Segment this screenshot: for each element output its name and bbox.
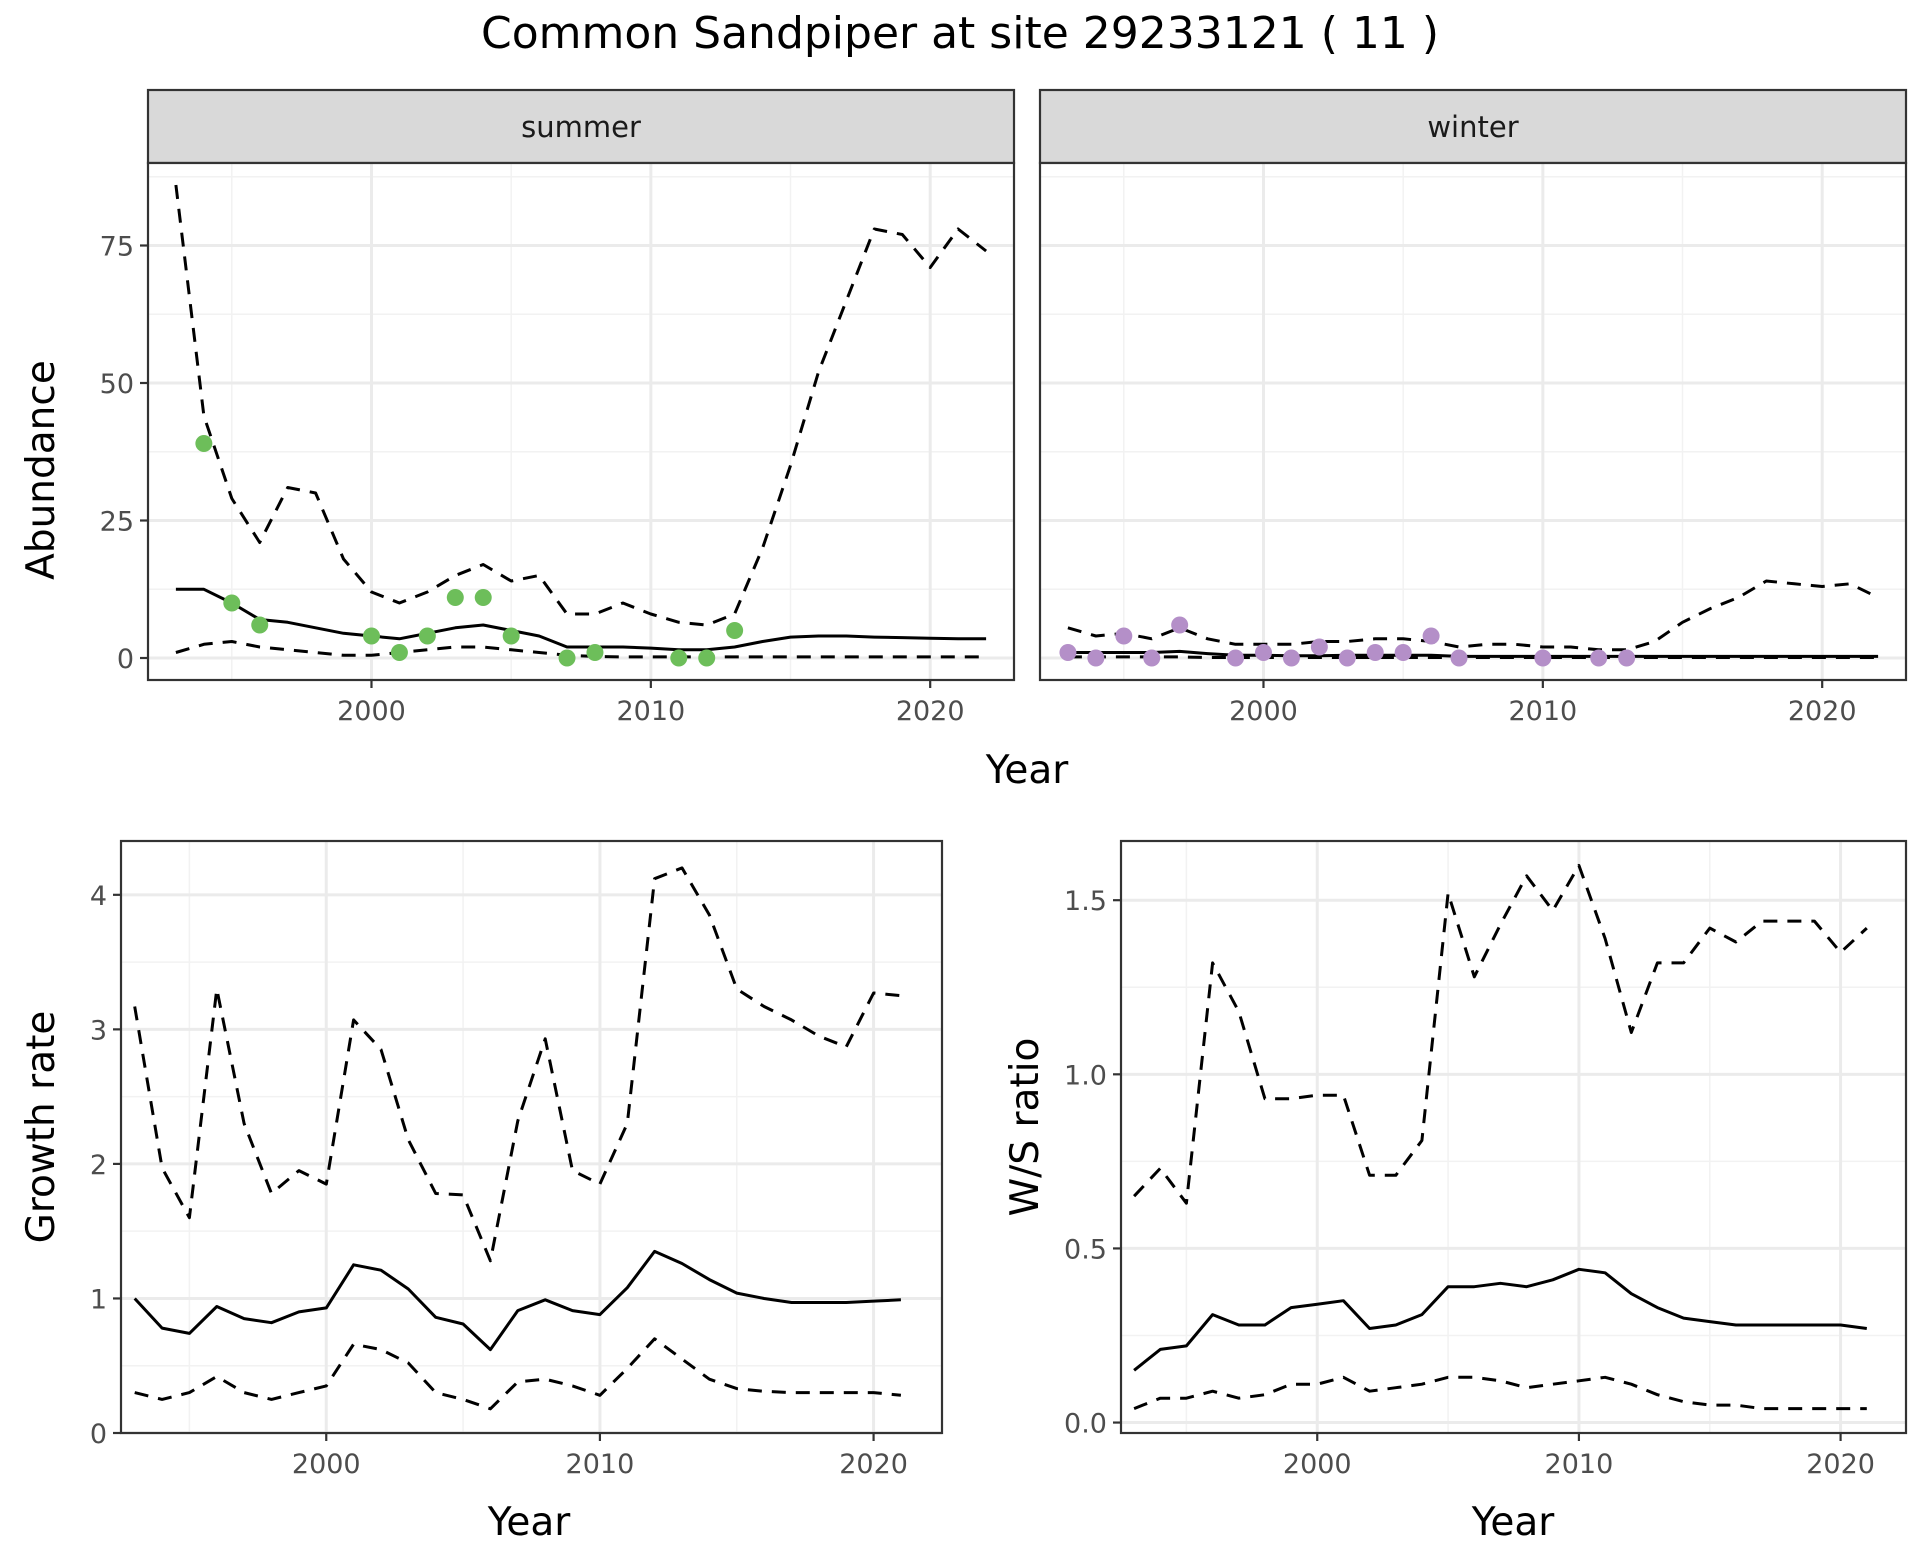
ratio-x-axis-title: Year: [1471, 1500, 1556, 1545]
ratio-panel-border: [1119, 839, 1908, 1435]
ratio-y-tick-label: 1.0: [1064, 1060, 1107, 1091]
growth-interval-line-1: [133, 866, 902, 1263]
growth-y-tick-label: 4: [90, 881, 107, 912]
summer-observation-point: [418, 627, 436, 645]
summer-x-tick-label: 2020: [896, 696, 965, 727]
summer-median-line: [175, 587, 987, 652]
growth-median-line: [133, 1249, 901, 1352]
abundance-x-axis-title: Year: [985, 748, 1070, 793]
summer-observation-point: [698, 649, 716, 667]
winter-observation-point: [1366, 644, 1384, 661]
ratio-median-line: [1133, 1267, 1867, 1372]
winter-observation-point: [1450, 649, 1468, 667]
summer-strip: [146, 88, 1016, 165]
winter-strip-label: winter: [1427, 110, 1518, 144]
summer-observation-point: [474, 589, 492, 606]
ratio-interval-line-2: [1133, 1375, 1867, 1411]
winter-observation-point: [1115, 627, 1133, 645]
summer-observation-point: [726, 622, 744, 639]
winter-panel-border: [1038, 161, 1908, 682]
summer-x-tick-label: 2010: [616, 696, 685, 727]
winter-observation-point: [1171, 616, 1189, 634]
winter-observation-point: [1618, 649, 1636, 667]
summer-observation-point: [223, 594, 241, 612]
ratio-interval-line-1: [1133, 863, 1868, 1205]
winter-observation-point: [1087, 649, 1105, 667]
growth-x-tick-label: 2020: [839, 1449, 908, 1480]
winter-observation-point: [1059, 644, 1077, 661]
summer-observation-point: [390, 644, 408, 661]
summer-y-tick-label: 75: [100, 232, 134, 263]
growth-y-tick-label: 3: [90, 1015, 107, 1046]
summer-y-tick-label: 0: [117, 644, 134, 675]
winter-observation-point: [1254, 644, 1272, 661]
growth-y-axis-title: Growth rate: [19, 1011, 64, 1244]
winter-plot-background: [1040, 163, 1906, 680]
chart-title: Common Sandpiper at site 29233121 ( 11 ): [481, 8, 1439, 59]
summer-observation-point: [446, 589, 464, 606]
growth-x-tick-label: 2010: [566, 1449, 635, 1480]
winter-observation-point: [1143, 649, 1161, 667]
summer-observation-point: [195, 435, 213, 452]
summer-panel-border: [146, 161, 1016, 682]
ratio-y-tick-label: 0.5: [1064, 1234, 1107, 1265]
growth-panel-border: [119, 839, 944, 1435]
ratio-x-tick-label: 2020: [1806, 1449, 1875, 1480]
summer-observation-point: [362, 627, 380, 645]
growth-y-tick-label: 2: [90, 1150, 107, 1181]
winter-observation-point: [1310, 638, 1328, 656]
winter-observation-point: [1338, 649, 1356, 667]
summer-y-tick-label: 25: [100, 507, 134, 538]
growth-y-tick-label: 0: [90, 1419, 107, 1450]
winter-x-tick-label: 2000: [1229, 696, 1298, 727]
winter-interval-line-2: [1067, 655, 1879, 659]
growth-x-axis-title: Year: [487, 1500, 572, 1545]
summer-y-tick-label: 50: [100, 369, 134, 400]
summer-plot-background: [148, 163, 1014, 680]
ratio-plot-background: [1121, 841, 1906, 1433]
winter-observation-point: [1534, 649, 1552, 667]
summer-interval-line-1: [174, 184, 988, 627]
summer-observation-point: [251, 616, 269, 634]
summer-x-tick-label: 2000: [337, 696, 406, 727]
ratio-y-axis-title: W/S ratio: [1003, 1038, 1048, 1217]
winter-observation-point: [1590, 649, 1608, 667]
summer-observation-point: [670, 649, 688, 667]
winter-observation-point: [1227, 649, 1245, 667]
growth-rate-panel: 2000 2010 2020 0 1 2 3 4: [90, 839, 944, 1480]
growth-plot-background: [121, 841, 942, 1433]
ratio-y-tick-label: 1.5: [1064, 886, 1107, 917]
summer-observation-point: [558, 649, 576, 667]
summer-interval-line-2: [175, 640, 987, 659]
ratio-y-tick-label: 0.0: [1064, 1409, 1107, 1440]
ws-ratio-panel: 2000 2010 2020 0.0 0.5 1.0 1.5: [1064, 839, 1908, 1480]
ratio-x-tick-label: 2000: [1283, 1449, 1352, 1480]
winter-observation-point: [1394, 644, 1412, 661]
summer-observation-point: [586, 644, 604, 661]
winter-x-tick-label: 2010: [1508, 696, 1577, 727]
summer-observation-point: [502, 627, 520, 645]
winter-x-tick-label: 2020: [1788, 696, 1857, 727]
growth-x-tick-label: 2000: [292, 1449, 361, 1480]
growth-y-tick-label: 1: [90, 1284, 107, 1315]
abundance-summer-panel: summer 2000 2010 2020 0 25 50 75: [100, 88, 1016, 727]
abundance-y-axis-title: Abundance: [19, 360, 64, 580]
winter-interval-line-1: [1067, 579, 1879, 652]
growth-interval-line-2: [134, 1337, 902, 1411]
ratio-x-tick-label: 2010: [1545, 1449, 1614, 1480]
winter-observation-point: [1422, 627, 1440, 645]
summer-strip-label: summer: [521, 110, 641, 144]
abundance-winter-panel: winter 2000 2010 2020: [1038, 88, 1908, 727]
winter-observation-point: [1282, 649, 1300, 667]
